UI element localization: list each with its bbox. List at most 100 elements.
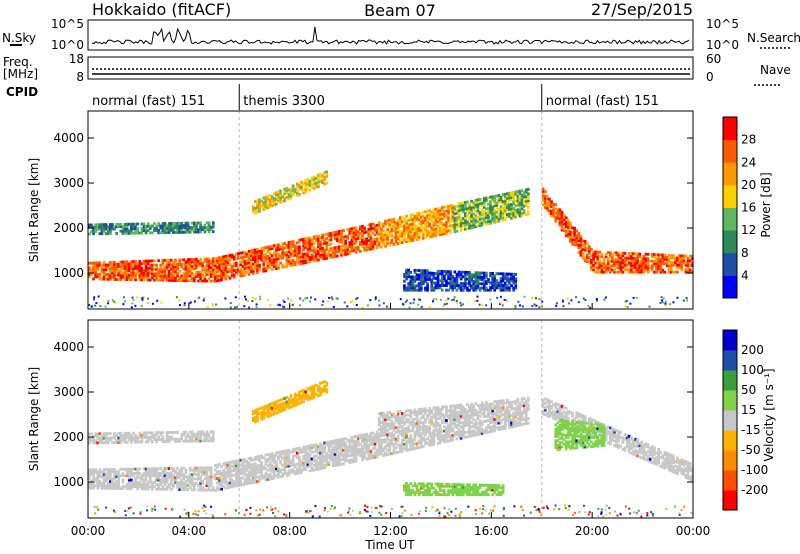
heatmap-cell bbox=[176, 485, 179, 489]
heatmap-cell bbox=[470, 219, 473, 223]
heatmap-cell bbox=[417, 273, 421, 277]
heatmap-cell bbox=[583, 240, 587, 243]
heatmap-cell bbox=[207, 268, 211, 272]
heatmap-cell bbox=[245, 477, 249, 481]
heatmap-cell bbox=[262, 203, 266, 207]
heatmap-cell bbox=[682, 299, 685, 302]
heatmap-cell bbox=[201, 468, 205, 472]
heatmap-cell bbox=[205, 257, 209, 261]
heatmap-cell bbox=[176, 224, 179, 228]
heatmap-cell bbox=[252, 297, 255, 299]
heatmap-cell bbox=[203, 466, 207, 470]
heatmap-cell bbox=[447, 423, 450, 427]
heatmap-cell bbox=[157, 259, 160, 263]
heatmap-cell bbox=[493, 211, 497, 215]
heatmap-cell bbox=[464, 203, 467, 207]
heatmap-cell bbox=[340, 229, 343, 233]
heatmap-cell bbox=[432, 230, 436, 234]
heatmap-cell bbox=[459, 201, 463, 205]
heatmap-cell bbox=[268, 252, 272, 256]
heatmap-cell bbox=[172, 263, 175, 267]
heatmap-cell bbox=[455, 301, 458, 304]
heatmap-cell bbox=[506, 284, 509, 287]
heatmap-cell bbox=[556, 210, 560, 213]
heatmap-cell bbox=[489, 213, 492, 216]
heatmap-cell bbox=[296, 256, 299, 260]
heatmap-cell bbox=[621, 258, 625, 262]
heatmap-cell bbox=[489, 271, 492, 275]
heatmap-cell bbox=[298, 184, 301, 187]
heatmap-cell bbox=[323, 242, 326, 245]
heatmap-cell bbox=[632, 263, 635, 267]
heatmap-cell bbox=[340, 453, 343, 457]
heatmap-cell bbox=[384, 420, 387, 424]
heatmap-cell bbox=[176, 226, 179, 230]
heatmap-cell bbox=[602, 266, 606, 270]
heatmap-cell bbox=[308, 181, 312, 185]
heatmap-cell bbox=[197, 264, 200, 268]
heatmap-cell bbox=[468, 202, 471, 206]
heatmap-cell bbox=[377, 412, 381, 416]
heatmap-cell bbox=[365, 444, 368, 447]
heatmap-cell bbox=[291, 463, 295, 467]
heatmap-cell bbox=[291, 193, 295, 197]
heatmap-cell bbox=[541, 198, 545, 202]
heatmap-cell bbox=[388, 441, 392, 444]
heatmap-cell bbox=[94, 479, 97, 483]
heatmap-cell bbox=[524, 197, 528, 201]
heatmap-cell bbox=[541, 189, 545, 193]
heatmap-cell bbox=[230, 469, 234, 473]
heatmap-cell bbox=[264, 257, 268, 261]
heatmap-cell bbox=[247, 265, 251, 269]
heatmap-cell bbox=[390, 220, 394, 224]
heatmap-cell bbox=[447, 209, 450, 212]
heatmap-cell bbox=[319, 444, 322, 448]
heatmap-cell bbox=[98, 275, 102, 279]
heatmap-cell bbox=[653, 264, 656, 267]
heatmap-cell bbox=[470, 224, 473, 227]
heatmap-cell bbox=[155, 272, 158, 276]
heatmap-cell bbox=[377, 432, 381, 436]
heatmap-cell bbox=[237, 459, 240, 463]
heatmap-cell bbox=[377, 441, 381, 445]
heatmap-cell bbox=[373, 444, 377, 448]
heatmap-cell bbox=[350, 435, 354, 439]
heatmap-cell bbox=[293, 472, 297, 476]
heatmap-cell bbox=[382, 416, 385, 420]
heatmap-cell bbox=[146, 471, 150, 475]
heatmap-cell bbox=[405, 433, 408, 437]
heatmap-cell bbox=[564, 220, 568, 224]
heatmap-cell bbox=[359, 225, 362, 229]
heatmap-cell bbox=[163, 259, 167, 262]
heatmap-cell bbox=[388, 243, 392, 247]
heatmap-cell bbox=[234, 296, 237, 299]
heatmap-cell bbox=[352, 439, 356, 443]
heatmap-cell bbox=[476, 207, 480, 210]
heatmap-cell bbox=[218, 478, 221, 482]
heatmap-cell bbox=[338, 461, 341, 464]
heatmap-cell bbox=[205, 482, 209, 485]
heatmap-cell bbox=[306, 252, 310, 255]
heatmap-cell bbox=[453, 277, 457, 281]
heatmap-cell bbox=[220, 264, 223, 268]
heatmap-cell bbox=[207, 228, 211, 231]
heatmap-cell bbox=[493, 286, 497, 290]
heatmap-cell bbox=[113, 225, 116, 229]
heatmap-cell bbox=[403, 229, 406, 232]
heatmap-cell bbox=[436, 410, 440, 414]
heatmap-cell bbox=[369, 225, 373, 229]
heatmap-cell bbox=[298, 186, 301, 190]
heatmap-cell bbox=[270, 454, 274, 458]
heatmap-cell bbox=[226, 461, 230, 465]
heatmap-cell bbox=[457, 430, 461, 434]
heatmap-cell bbox=[102, 482, 106, 485]
heatmap-cell bbox=[367, 448, 371, 452]
heatmap-cell bbox=[312, 457, 316, 461]
heatmap-cell bbox=[241, 251, 245, 255]
heatmap-cell bbox=[459, 222, 463, 225]
heatmap-cell bbox=[136, 476, 139, 480]
heatmap-cell bbox=[321, 453, 324, 457]
heatmap-cell bbox=[491, 195, 494, 199]
heatmap-cell bbox=[94, 266, 97, 269]
heatmap-cell bbox=[251, 271, 255, 275]
